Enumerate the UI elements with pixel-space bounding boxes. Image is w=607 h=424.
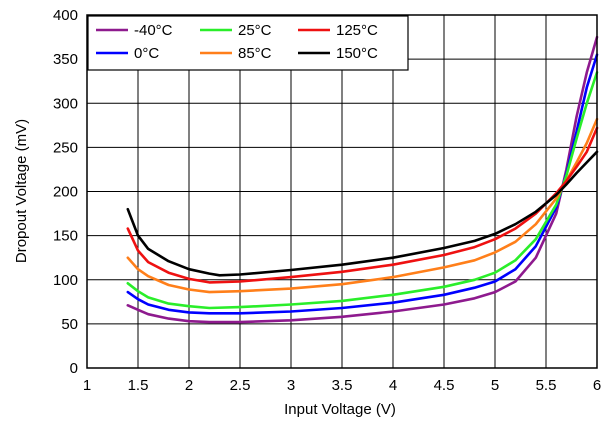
legend: -40°C 0°C 25°C 85°C 125°C 150°C	[87, 15, 409, 71]
y-tick-label: 0	[70, 360, 78, 377]
x-tick-label: 2	[185, 377, 193, 394]
y-tick-label: 200	[53, 184, 78, 201]
legend-label-5: 125°C	[336, 22, 378, 39]
x-tick-label: 1.5	[128, 377, 149, 394]
x-tick-label: 1	[83, 377, 91, 394]
legend-label-1: -40°C	[134, 22, 173, 39]
series-line-6	[126, 150, 599, 277]
series-lines	[126, 35, 599, 324]
series-line-5	[126, 126, 599, 284]
tick-labels: 1 1.5 2 2.5 3 3.5 4 4.5 5 5.5 6 0 50 100 150 200 250 300 3…	[53, 7, 601, 394]
y-tick-label: 300	[53, 95, 78, 112]
legend-label-2: 0°C	[134, 45, 159, 62]
y-tick-label: 250	[53, 139, 78, 156]
plot-frame	[86, 14, 598, 369]
x-axis-title: Input Voltage (V)	[284, 401, 396, 418]
y-tick-label: 100	[53, 272, 78, 289]
x-tick-label: 4.5	[434, 377, 455, 394]
y-axis-title: Dropout Voltage (mV)	[13, 119, 30, 263]
y-tick-label: 150	[53, 228, 78, 245]
y-tick-label: 350	[53, 51, 78, 68]
x-tick-label: 6	[593, 377, 601, 394]
legend-box	[87, 15, 409, 71]
x-tick-label: 5.5	[536, 377, 557, 394]
legend-label-3: 25°C	[238, 22, 272, 39]
y-tick-label: 400	[53, 7, 78, 24]
legend-label-4: 85°C	[238, 45, 272, 62]
x-tick-label: 4	[389, 377, 397, 394]
x-tick-label: 2.5	[230, 377, 251, 394]
series-line-3	[126, 71, 599, 310]
y-tick-label: 50	[61, 316, 78, 333]
x-tick-label: 3.5	[332, 377, 353, 394]
x-tick-label: 5	[491, 377, 499, 394]
x-tick-label: 3	[287, 377, 295, 394]
legend-label-6: 150°C	[336, 45, 378, 62]
